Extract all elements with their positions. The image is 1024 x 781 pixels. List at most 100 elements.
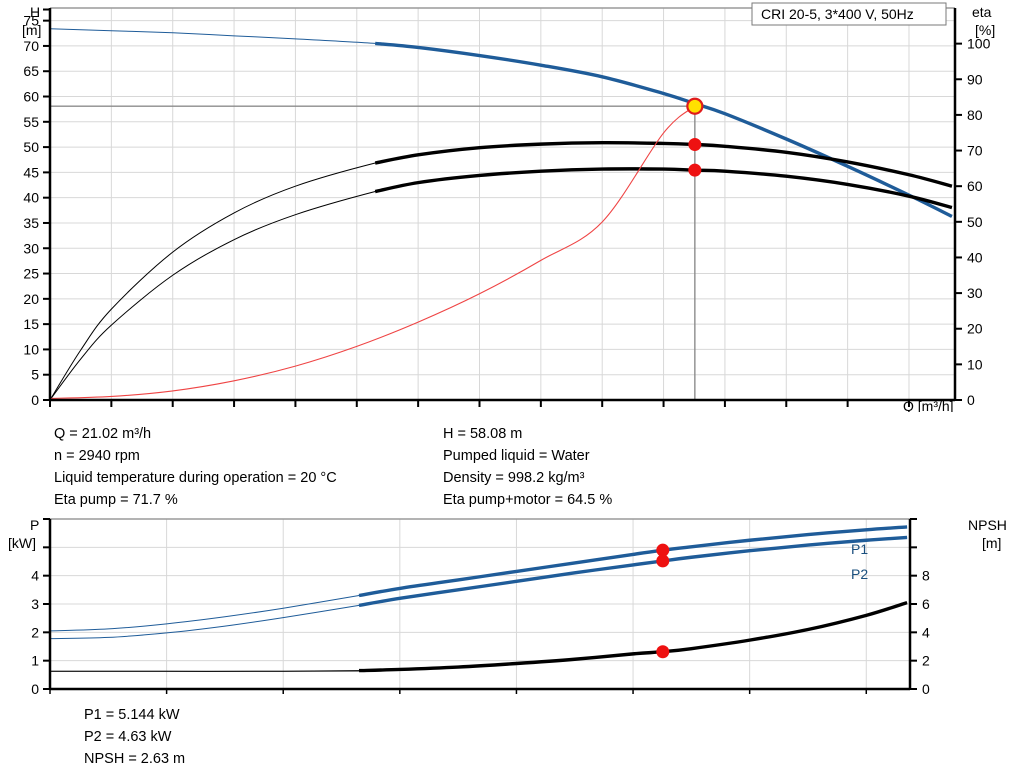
top-right-axis-title-1: eta — [972, 4, 992, 20]
top-x-tick: 8 — [292, 411, 300, 412]
top-left-tick: 25 — [23, 266, 39, 282]
top-right-axis-title-2: [%] — [975, 22, 995, 38]
bottom-chart-axes — [43, 518, 917, 694]
info-block-top-left: Q = 21.02 m³/h n = 2940 rpm Liquid tempe… — [54, 423, 337, 511]
top-x-tick: 24 — [778, 411, 794, 412]
H (head) curve-thick — [375, 41, 953, 218]
top-left-tick: 5 — [31, 367, 39, 383]
info-npsh: NPSH = 2.63 m — [84, 751, 186, 767]
eta pump+motor curve-thin — [49, 168, 953, 401]
top-left-axis-title-2: [m] — [22, 22, 41, 38]
top-x-tick: 10 — [349, 411, 365, 412]
power-npsh-chart: 0 1 2 3 4 0 2 4 6 8 P [kW] NPSH [m] P1 P2 — [8, 517, 1007, 697]
top-chart-axes — [43, 8, 962, 407]
bottom-left-axis-title-2: [kW] — [8, 535, 36, 551]
bottom-right-tick: 6 — [922, 596, 930, 612]
P2 curve-thick — [358, 535, 908, 608]
top-x-tick: 22 — [717, 411, 733, 412]
info-liquid-temperature: Liquid temperature during operation = 20… — [54, 470, 337, 486]
info-eta-pump-motor: Eta pump+motor = 64.5 % — [443, 492, 613, 508]
head-eta-chart: 0510152025303540455055606570750102030405… — [22, 2, 995, 412]
top-x-tick: 28 — [901, 411, 917, 412]
bottom-left-tick: 1 — [31, 653, 39, 669]
bottom-right-tick: 0 — [922, 681, 930, 697]
bottom-chart-tick-labels: 0 1 2 3 4 0 2 4 6 8 — [31, 568, 930, 697]
H (head) curve-thin — [49, 28, 953, 217]
top-left-tick: 20 — [23, 291, 39, 307]
top-x-tick: 6 — [230, 411, 238, 412]
bottom-right-axis-title-1: NPSH — [968, 517, 1007, 533]
top-x-tick: 20 — [656, 411, 672, 412]
info-density: Density = 998.2 kg/m³ — [443, 470, 585, 486]
top-right-tick: 80 — [967, 107, 983, 123]
title-box-label: CRI 20-5, 3*400 V, 50Hz — [761, 6, 914, 22]
top-left-tick: 50 — [23, 139, 39, 155]
duty-marker-eta-1 — [688, 137, 702, 151]
info-p1: P1 = 5.144 kW — [84, 707, 180, 723]
top-left-tick: 10 — [23, 341, 39, 357]
top-x-tick: 26 — [840, 411, 856, 412]
bottom-right-tick: 4 — [922, 624, 930, 640]
duty-marker-eta-2 — [688, 163, 702, 177]
top-left-tick: 15 — [23, 316, 39, 332]
top-x-axis-title: Q [m³/h] — [903, 398, 954, 412]
top-left-tick: 65 — [23, 63, 39, 79]
bottom-right-tick: 2 — [922, 653, 930, 669]
title-box: CRI 20-5, 3*400 V, 50Hz — [751, 2, 947, 26]
info-block-bottom: P1 = 5.144 kW P2 = 4.63 kW NPSH = 2.63 m — [84, 704, 185, 770]
top-chart-curves — [49, 28, 953, 401]
top-left-tick: 0 — [31, 392, 39, 408]
top-left-tick: 60 — [23, 89, 39, 105]
top-right-tick: 30 — [967, 285, 983, 301]
p2-curve-label: P2 — [851, 566, 868, 582]
top-right-tick: 50 — [967, 214, 983, 230]
bottom-right-axis-title-2: [m] — [982, 535, 1001, 551]
top-x-tick: 12 — [410, 411, 426, 412]
top-chart-gridlines — [49, 7, 955, 401]
P1 curve-thin — [49, 526, 908, 632]
top-right-tick: 70 — [967, 143, 983, 159]
top-x-tick: 0 — [46, 411, 54, 412]
NPSH curve-thick — [358, 600, 908, 673]
top-right-tick: 100 — [967, 36, 991, 52]
bottom-left-tick: 0 — [31, 681, 39, 697]
duty-marker-npsh — [656, 645, 670, 659]
p1-curve-label: P1 — [851, 541, 868, 557]
info-n: n = 2940 rpm — [54, 448, 140, 464]
top-left-axis-title-1: H — [30, 4, 40, 20]
top-left-tick: 75 — [23, 13, 39, 29]
bottom-chart-curves — [49, 525, 908, 673]
top-right-tick: 10 — [967, 356, 983, 372]
top-x-tick: 18 — [594, 411, 610, 412]
duty-marker-p1 — [656, 543, 670, 557]
top-right-tick: 40 — [967, 249, 983, 265]
info-h: H = 58.08 m — [443, 426, 523, 442]
top-left-tick: 35 — [23, 215, 39, 231]
bottom-left-axis-title-1: P — [30, 517, 39, 533]
top-right-tick: 90 — [967, 71, 983, 87]
top-x-tick: 16 — [533, 411, 549, 412]
info-q: Q = 21.02 m³/h — [54, 426, 152, 442]
info-pumped-liquid: Pumped liquid = Water — [443, 448, 590, 464]
top-left-tick: 30 — [23, 240, 39, 256]
bottom-left-tick: 2 — [31, 624, 39, 640]
top-right-tick: 20 — [967, 321, 983, 337]
system resistance curve — [49, 105, 696, 400]
duty-marker-p2 — [656, 554, 670, 568]
top-left-tick: 45 — [23, 164, 39, 180]
top-x-tick: 2 — [107, 411, 115, 412]
top-chart-tick-labels: 0510152025303540455055606570750102030405… — [23, 13, 990, 412]
top-chart-container: 0 5 10 15 20 25 30 35 40 45 50 55 60 65 70 75 0 10 20 30 40 5… — [22, 2, 995, 412]
bottom-right-tick: 8 — [922, 568, 930, 584]
top-left-tick: 55 — [23, 114, 39, 130]
top-right-tick: 0 — [967, 392, 975, 408]
info-p2: P2 = 4.63 kW — [84, 729, 172, 745]
eta pump curve-thick — [374, 140, 953, 188]
P1 curve-thick — [358, 525, 908, 598]
bottom-chart-gridlines — [49, 518, 910, 690]
top-x-tick: 4 — [169, 411, 177, 412]
duty-point-marker — [686, 97, 704, 115]
bottom-left-tick: 3 — [31, 596, 39, 612]
eta pump+motor curve-thick — [374, 167, 953, 210]
top-left-tick: 40 — [23, 190, 39, 206]
